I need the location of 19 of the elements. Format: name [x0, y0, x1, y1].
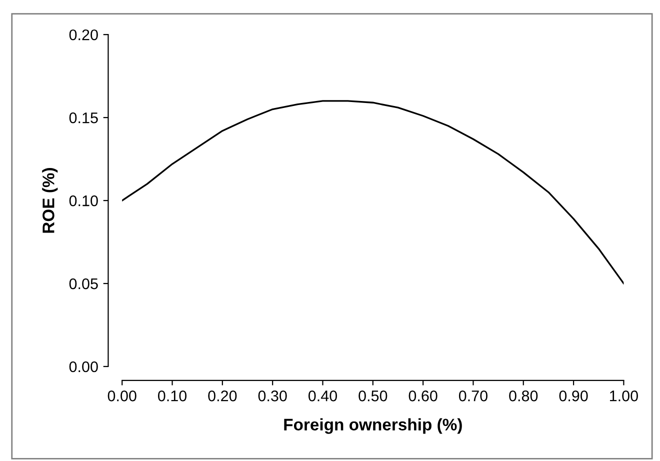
- y-tick-label: 0.15: [69, 112, 98, 124]
- x-tick-label: 0.80: [509, 390, 538, 402]
- x-tick-label: 0.00: [108, 390, 136, 402]
- x-tick-label: 0.90: [559, 390, 588, 402]
- line-series: [122, 100, 624, 284]
- y-tick-label: 0.10: [69, 195, 98, 206]
- y-axis-title: ROE (%): [42, 168, 58, 233]
- x-axis-title: Foreign ownership (%): [284, 418, 462, 434]
- x-tick-label: 0.50: [358, 390, 388, 402]
- y-tick-label: 0.00: [69, 361, 98, 372]
- x-tick-label: 0.30: [258, 390, 287, 402]
- x-tick-label: 1.00: [610, 390, 638, 402]
- x-tick-label: 0.70: [458, 390, 488, 402]
- y-tick-label: 0.05: [69, 278, 98, 290]
- y-tick-label: 0.20: [69, 29, 98, 40]
- x-tick-label: 0.10: [158, 390, 187, 402]
- x-tick-label: 0.20: [208, 390, 237, 402]
- x-tick-label: 0.60: [408, 390, 438, 402]
- x-tick-label: 0.40: [308, 390, 338, 402]
